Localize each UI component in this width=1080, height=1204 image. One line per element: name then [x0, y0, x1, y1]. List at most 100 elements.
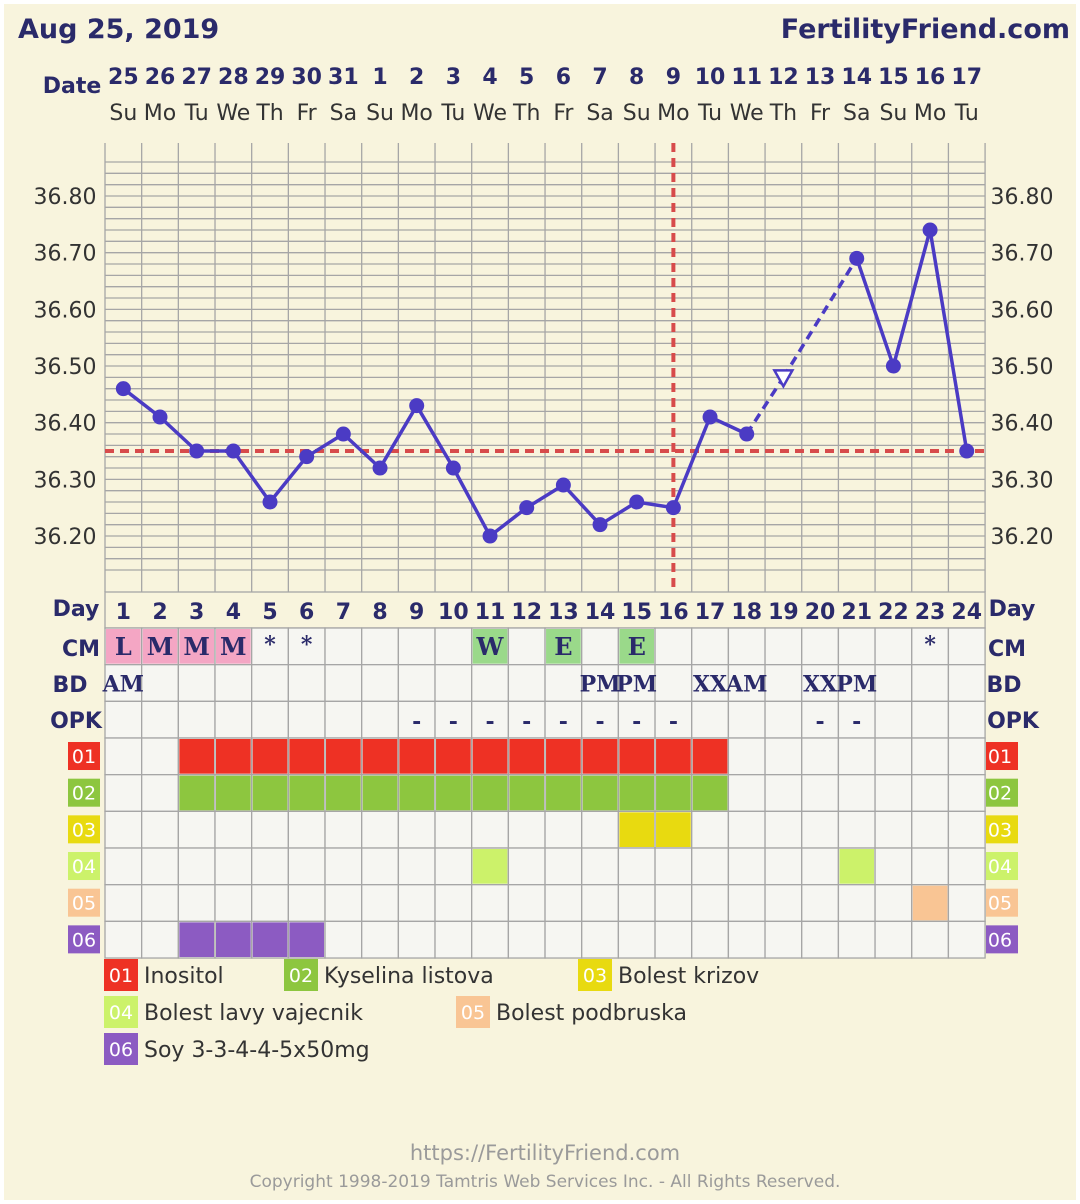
legend-swatch — [456, 996, 490, 1028]
row-cell — [324, 810, 363, 849]
row-cell — [837, 920, 876, 959]
cycle-day-number: 15 — [621, 600, 652, 625]
row-cell — [287, 810, 326, 849]
y-tick-label-right: 36.20 — [991, 525, 1054, 550]
temperature-segment — [378, 404, 419, 469]
cycle-day-number: 16 — [658, 600, 689, 625]
row-code-badge-left — [68, 778, 100, 807]
legend-label: Inositol — [144, 964, 224, 989]
y-tick-label-right: 36.50 — [991, 355, 1054, 380]
legend: 01 Inositol 02 Kyselina listova 03 Bolest kri… — [104, 959, 759, 1065]
row-cell — [691, 847, 730, 886]
cm-cell-fill — [142, 629, 178, 664]
opk-value: - — [595, 708, 604, 734]
footer-url[interactable]: https://FertilityFriend.com — [410, 1141, 680, 1165]
row-code-badge-right — [986, 778, 1018, 807]
opk-row-label-left: OPK — [50, 709, 103, 734]
row-cell — [801, 700, 840, 739]
y-tick-label-right: 36.80 — [991, 185, 1054, 210]
y-tick-label-right: 36.70 — [991, 242, 1054, 267]
row-cell — [507, 920, 546, 959]
row-cell — [214, 700, 253, 739]
cycle-day-number: 18 — [731, 600, 762, 625]
row-cell — [727, 920, 766, 959]
weekday-label: Tu — [697, 101, 722, 126]
row-cell — [104, 774, 143, 812]
date-number: 9 — [666, 65, 681, 90]
cm-value: W — [476, 632, 505, 661]
row-cell — [837, 737, 876, 776]
date-number: 27 — [181, 65, 212, 90]
row-cell — [581, 847, 620, 886]
weekday-label: Sa — [843, 101, 870, 126]
row-cell — [727, 847, 766, 886]
weekday-label: Th — [769, 101, 797, 126]
cm-row-label-right: CM — [988, 637, 1026, 662]
row-cell — [434, 884, 473, 923]
row-cell — [947, 664, 986, 702]
y-tick-label-right: 36.40 — [991, 412, 1054, 437]
bd-value: AM — [725, 672, 767, 698]
temperature-segment — [231, 449, 272, 504]
legend-code: 06 — [109, 1039, 133, 1061]
row-code-badge-right — [986, 925, 1018, 954]
date-number: 12 — [768, 65, 799, 90]
temperature-segment — [781, 257, 859, 379]
row-cell — [837, 810, 876, 849]
custom-row-fill — [179, 775, 215, 811]
temperature-grid — [104, 143, 986, 592]
opk-value: - — [669, 708, 678, 734]
row-cell — [104, 700, 143, 739]
row-cell — [801, 737, 840, 776]
weekday-label: Sa — [586, 101, 613, 126]
row-code-right: 01 — [988, 746, 1012, 768]
row-cell — [581, 627, 620, 666]
custom-row-fill — [216, 922, 251, 958]
row-cell — [287, 627, 326, 666]
custom-row-fill — [912, 885, 948, 921]
cycle-day-number: 8 — [372, 600, 387, 625]
cm-value: E — [554, 632, 572, 661]
row-cell — [764, 920, 803, 959]
temperature-series — [115, 222, 975, 544]
temperature-point — [959, 443, 975, 459]
opk-value: - — [485, 708, 494, 734]
date-number: 26 — [145, 65, 176, 90]
footer-copyright: Copyright 1998-2019 Tamtris Web Services… — [250, 1172, 841, 1192]
row-cell — [764, 664, 803, 702]
row-cell — [471, 920, 510, 959]
custom-row-fill — [326, 775, 361, 811]
row-cell — [324, 847, 363, 886]
temperature-segment — [745, 376, 785, 435]
row-code-badge-left — [68, 815, 100, 844]
row-cell — [287, 847, 326, 886]
row-cell — [581, 810, 620, 849]
row-cell — [177, 810, 216, 849]
temperature-point — [592, 517, 608, 533]
weekday-label: Su — [366, 101, 394, 126]
row-cell — [947, 737, 986, 776]
weekday-label: Su — [623, 101, 651, 126]
date-number: 14 — [841, 65, 872, 90]
weekday-label: Mo — [400, 101, 432, 126]
row-cell — [251, 700, 289, 739]
row-cell — [397, 627, 436, 666]
temperature-segment — [855, 257, 896, 367]
row-cell — [874, 810, 913, 849]
custom-row-fill — [472, 739, 508, 774]
row-cell — [911, 810, 950, 849]
temperature-point — [482, 528, 498, 544]
cm-value: * — [264, 632, 276, 658]
row-cell — [104, 884, 143, 923]
row-cell — [434, 810, 473, 849]
row-cell — [251, 664, 289, 702]
legend-swatch — [578, 959, 612, 991]
custom-row-fill — [619, 775, 655, 811]
temperature-segment — [415, 404, 455, 469]
row-code-right: 05 — [988, 893, 1012, 915]
custom-row-fill — [546, 775, 581, 811]
row-cell — [544, 810, 583, 849]
weekday-label: Fr — [297, 101, 318, 126]
cm-value: M — [220, 632, 247, 661]
